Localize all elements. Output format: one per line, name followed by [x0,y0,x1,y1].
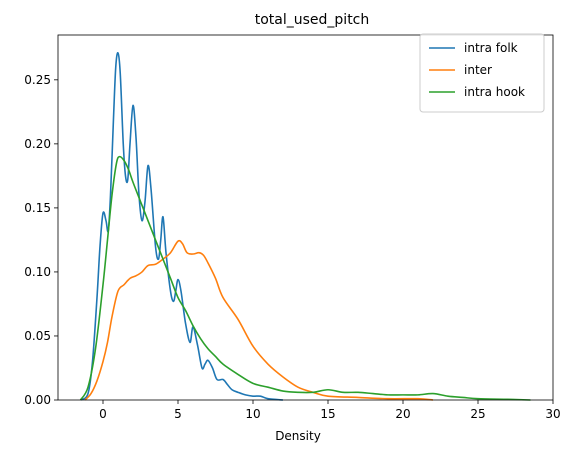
y-tick-label: 0.25 [24,73,51,87]
x-axis: 0 5 10 15 20 25 30 [99,400,561,421]
x-tick-label: 20 [395,407,410,421]
legend-label: inter [464,63,492,77]
series-line-inter [84,239,434,401]
x-tick-label: 25 [470,407,485,421]
plot-frame [57,34,554,401]
legend-label: intra hook [464,85,525,99]
plot-lines [79,51,531,401]
x-tick-label: 5 [174,407,182,421]
x-tick-label: 15 [320,407,335,421]
y-tick-label: 0.05 [24,329,51,343]
y-tick-label: 0.00 [24,393,51,407]
legend: intra folk inter intra hook [419,33,545,113]
y-tick-label: 0.20 [24,137,51,151]
x-tick-label: 30 [545,407,560,421]
y-tick-label: 0.10 [24,265,51,279]
series-line-intra-hook [79,155,531,401]
series-line-intra-folk [79,51,284,401]
x-tick-label: 10 [245,407,260,421]
x-tick-label: 0 [99,407,107,421]
chart-title: total_used_pitch [255,12,370,28]
x-axis-label: Density [275,429,321,443]
legend-label: intra folk [464,41,518,55]
y-tick-label: 0.15 [24,201,51,215]
y-axis: 0.00 0.05 0.10 0.15 0.20 0.25 [24,73,58,407]
